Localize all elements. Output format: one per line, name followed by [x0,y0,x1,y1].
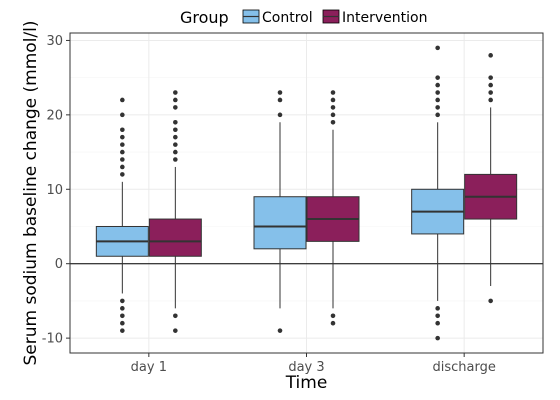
outlier-point [435,97,440,103]
x-tick-label: discharge [432,360,495,375]
outlier-point [120,172,125,177]
outlier-point [173,142,178,147]
y-tick-label: 10 [46,183,63,198]
outlier-point [173,313,178,319]
y-tick-label: 0 [55,257,63,272]
outlier-point [277,112,283,118]
outlier-point [435,90,440,95]
outlier-point [173,90,178,95]
outlier-point [435,306,440,311]
outlier-point [120,97,125,103]
x-axis-title: Time [285,373,328,393]
y-tick-label: 30 [46,34,63,49]
outlier-point [173,127,178,133]
outlier-point [330,120,336,125]
outlier-point [330,313,336,319]
outlier-point [120,298,125,304]
legend-title: Group [180,8,229,27]
outlier-point [488,97,493,103]
outlier-point [488,75,493,80]
y-axis-ticks: -10 0 10 20 30 [42,34,70,347]
x-tick-label: day 1 [131,360,167,375]
iqr-box [253,196,307,250]
x-axis-ticks: day 1 day 3 discharge [131,353,496,375]
box-control-day-3 [253,90,307,333]
outlier-point [173,120,178,125]
outlier-point [120,134,125,140]
outlier-point [435,105,440,110]
box-control-day-1 [95,97,149,333]
boxes-layer [95,45,518,341]
legend-label-control: Control [262,10,313,26]
box-intervention-discharge [464,53,518,304]
outlier-point [120,142,125,147]
outlier-point [435,313,440,319]
outlier-point [488,298,493,304]
outlier-point [173,149,178,155]
outlier-point [488,82,493,88]
x-tick-label: day 3 [288,360,324,375]
y-tick-label: -10 [42,332,63,347]
outlier-point [120,149,125,155]
legend-label-intervention: Intervention [342,10,427,26]
outlier-point [173,157,178,162]
outlier-point [120,320,125,326]
outlier-point [435,112,440,118]
outlier-point [435,320,440,326]
box-control-discharge [411,45,465,341]
outlier-point [277,328,283,333]
outlier-point [488,53,493,58]
iqr-box [148,218,202,257]
outlier-point [120,313,125,319]
outlier-point [435,45,440,51]
outlier-point [330,112,336,118]
box-intervention-day-1 [148,90,202,333]
outlier-point [120,127,125,133]
outlier-point [330,90,336,95]
legend: Group Control Intervention [180,8,427,27]
outlier-point [173,97,178,103]
box-intervention-day-3 [306,90,360,326]
outlier-point [435,335,440,341]
y-axis-title: Serum sodium baseline change (mmol/l) [21,20,41,365]
outlier-point [120,157,125,162]
outlier-point [120,306,125,311]
outlier-point [435,75,440,80]
outlier-point [277,90,283,95]
outlier-point [488,90,493,95]
outlier-point [120,112,125,118]
outlier-point [120,164,125,170]
outlier-point [330,320,336,326]
outlier-point [173,328,178,333]
outlier-point [120,328,125,333]
outlier-point [173,134,178,140]
outlier-point [330,97,336,103]
y-tick-label: 20 [46,108,63,123]
outlier-point [173,105,178,110]
outlier-point [330,105,336,110]
outlier-point [435,82,440,88]
outlier-point [277,97,283,103]
